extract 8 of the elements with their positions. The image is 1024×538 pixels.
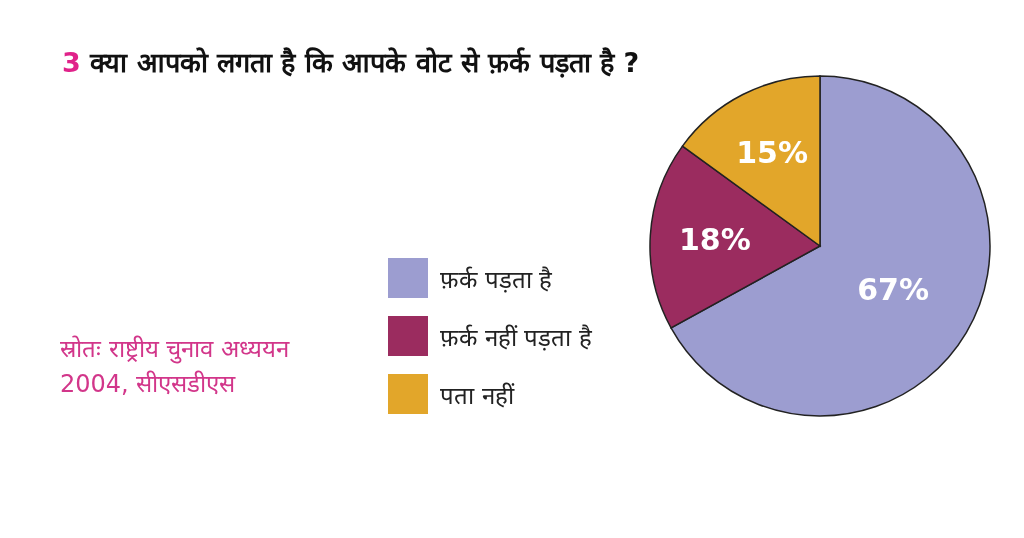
legend-label: पता नहीं [440, 382, 515, 410]
legend-label: फ़र्क नहीं पड़ता है [440, 324, 593, 352]
data-label: 15% [736, 135, 809, 171]
data-label: 18% [678, 222, 751, 258]
text: स्रोतः राष्ट्रीय चुनाव अध्ययन 2004, सीएसडीएस [60, 334, 291, 400]
legend-label: फ़र्क पड़ता है [440, 266, 554, 294]
chart-title: 3 क्या आपको लगता है कि आपके वोट से फ़र्क पड़ता है ? [62, 47, 640, 78]
data-label: 67% [857, 272, 930, 308]
